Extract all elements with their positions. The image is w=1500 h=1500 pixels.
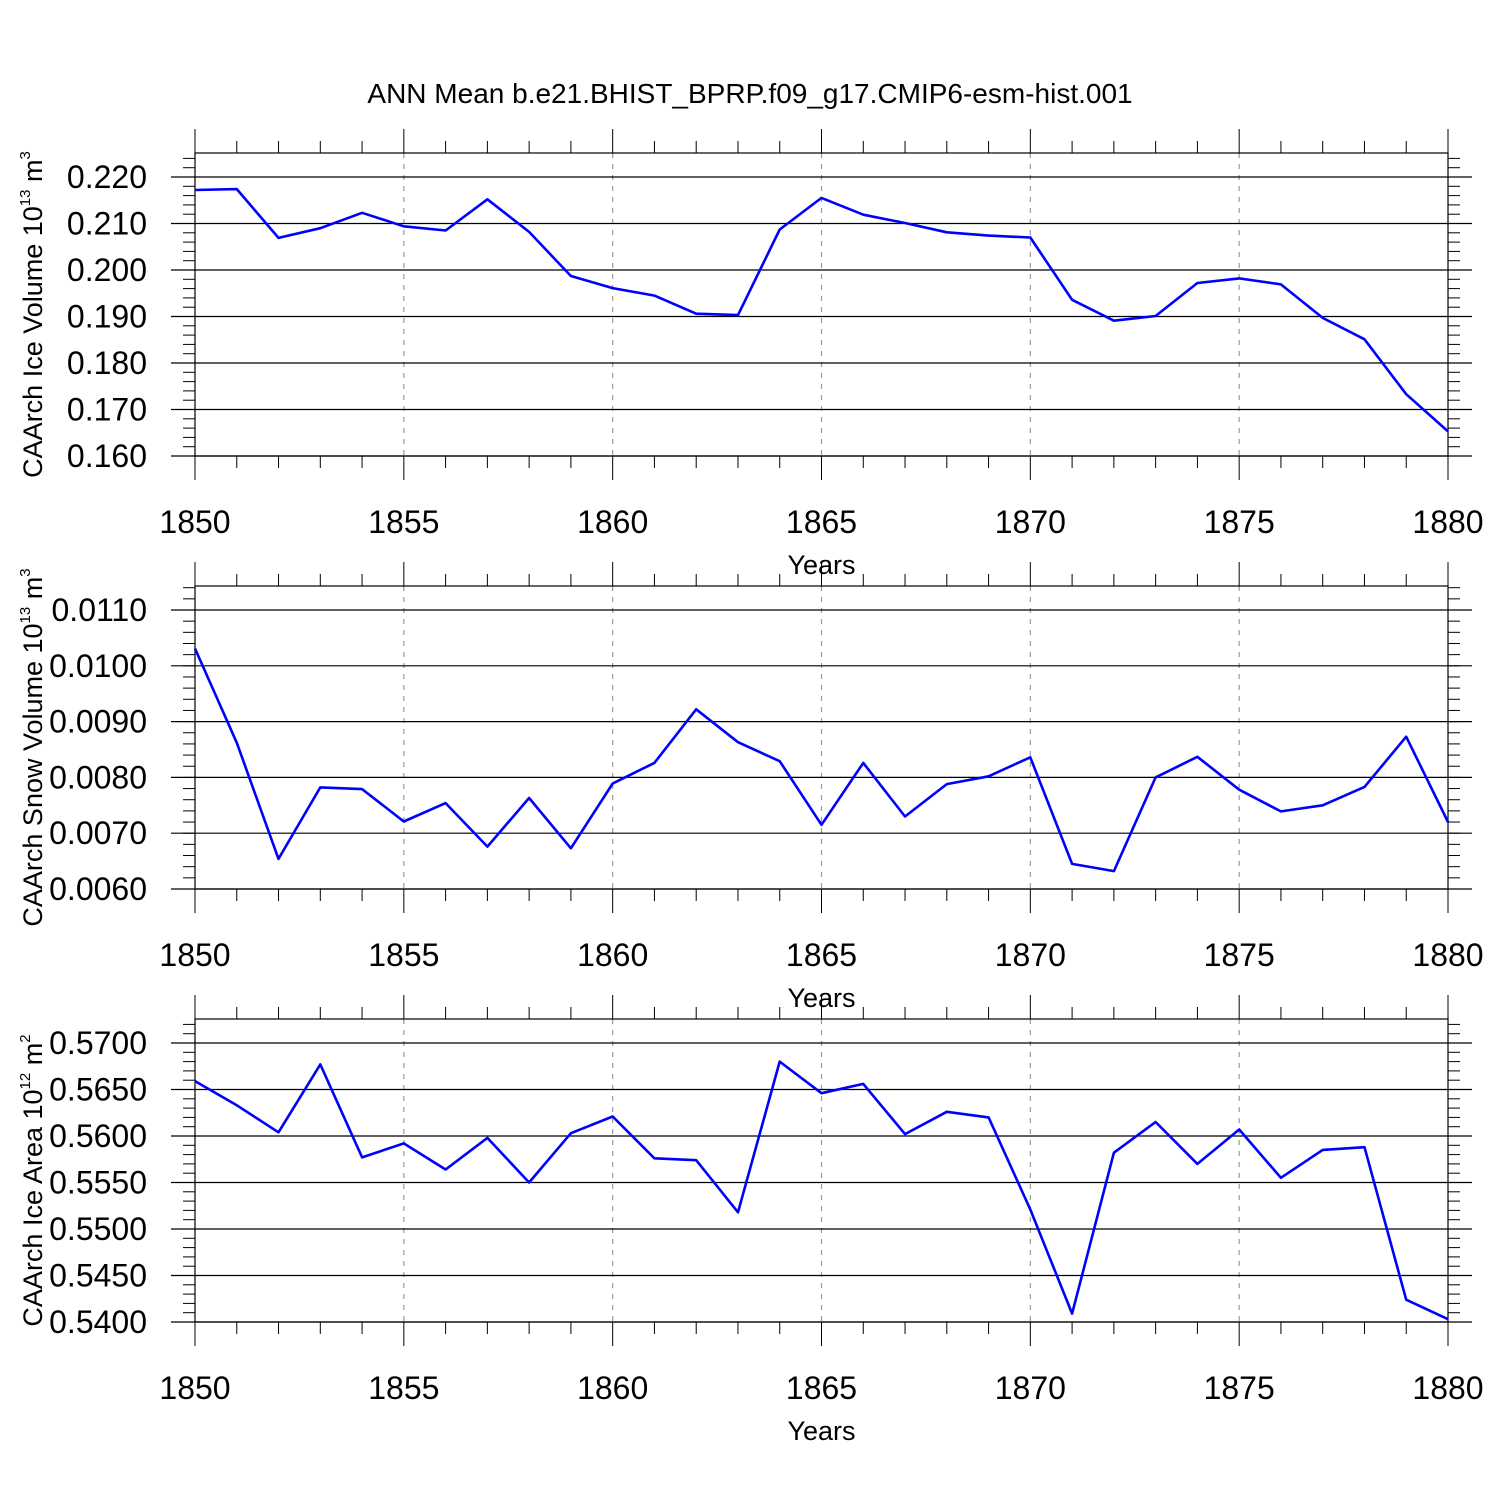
x-tick-label: 1870 [995, 1370, 1066, 1406]
y-tick-label: 0.5700 [49, 1025, 147, 1061]
y-tick-label: 0.5450 [49, 1258, 147, 1294]
y-tick-label: 0.180 [67, 345, 147, 381]
series-line [194, 187, 1449, 433]
x-tick-label: 1880 [1412, 1370, 1483, 1406]
panel-snow-volume: 0.0060 0.0070 0.0080 0.0090 0.0100 0.0110 1850… [17, 562, 1484, 1013]
y-tick-label: 0.5600 [49, 1118, 147, 1154]
x-tick-label: 1870 [995, 937, 1066, 973]
y-axis-title: CAArch Ice Area 1012 m2 [17, 1034, 48, 1326]
x-tick-label: 1860 [577, 937, 648, 973]
x-tick-label: 1855 [368, 937, 439, 973]
panel-ice-volume: 0.160 0.170 0.180 0.190 0.200 0.210 0.220 1850 1… [17, 129, 1484, 580]
y-tick-label: 0.0100 [49, 648, 147, 684]
y-tick-label: 0.5500 [49, 1211, 147, 1247]
y-tick-label: 0.190 [67, 299, 147, 335]
y-tick-label: 0.220 [67, 159, 147, 195]
y-axis-title: CAArch Ice Volume 1013 m3 [17, 151, 48, 478]
y-tick-label: 0.210 [67, 206, 147, 242]
x-tick-label: 1870 [995, 504, 1066, 540]
y-tick-label: 0.5400 [49, 1304, 147, 1340]
x-tick-label: 1860 [577, 504, 648, 540]
y-tick-label: 0.0080 [49, 759, 147, 795]
y-tick-label: 0.160 [67, 438, 147, 474]
x-tick-label: 1880 [1412, 504, 1483, 540]
chart-title: ANN Mean b.e21.BHIST_BPRP.f09_g17.CMIP6-… [367, 78, 1133, 109]
x-tick-label: 1875 [1204, 1370, 1275, 1406]
x-tick-label: 1880 [1412, 937, 1483, 973]
x-tick-label: 1865 [786, 937, 857, 973]
x-tick-label: 1860 [577, 1370, 648, 1406]
panel-ice-area: 0.5400 0.5450 0.5500 0.5550 0.5600 0.5650 0.57… [17, 995, 1484, 1446]
x-tick-label: 1855 [368, 504, 439, 540]
x-tick-label: 1855 [368, 1370, 439, 1406]
y-tick-label: 0.0060 [49, 871, 147, 907]
y-tick-label: 0.5650 [49, 1072, 147, 1108]
y-axis-title: CAArch Snow Volume 1013 m3 [17, 568, 48, 926]
x-tick-label: 1865 [786, 504, 857, 540]
x-tick-label: 1850 [159, 937, 230, 973]
y-tick-label: 0.0090 [49, 704, 147, 740]
series-line [194, 1060, 1449, 1321]
y-tick-label: 0.5550 [49, 1165, 147, 1201]
series-line [193, 647, 1450, 873]
x-tick-label: 1850 [159, 1370, 230, 1406]
x-tick-label: 1865 [786, 1370, 857, 1406]
y-tick-label: 0.200 [67, 252, 147, 288]
y-tick-label: 0.0070 [49, 815, 147, 851]
x-tick-label: 1875 [1204, 504, 1275, 540]
x-axis-title: Years [787, 1416, 855, 1446]
x-tick-label: 1850 [159, 504, 230, 540]
y-tick-label: 0.0110 [52, 592, 148, 628]
x-tick-label: 1875 [1204, 937, 1275, 973]
y-tick-label: 0.170 [67, 392, 147, 428]
